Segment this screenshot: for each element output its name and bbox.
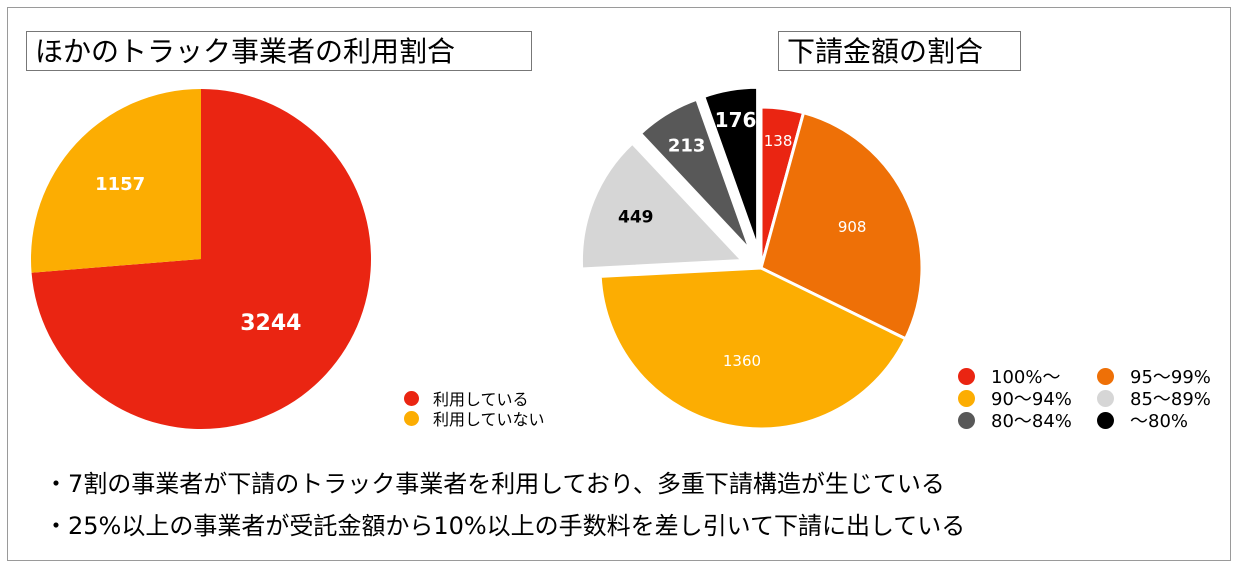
pie-data-label: 449: [618, 208, 654, 228]
pie-slice: [638, 97, 753, 252]
legend-label: 利用していない: [433, 410, 545, 429]
legend-item-85-89: 85〜89%: [1097, 388, 1227, 410]
legend-label: 〜80%: [1130, 411, 1189, 432]
left-legend: 利用している 利用していない: [404, 388, 545, 429]
legend-item-80-84: 80〜84%: [958, 410, 1097, 432]
legend-item-using: 利用している: [404, 388, 545, 409]
legend-swatch: [958, 389, 975, 407]
legend-item-90-94: 90〜94%: [958, 388, 1097, 410]
legend-swatch: [1097, 411, 1114, 429]
legend-swatch: [1097, 367, 1114, 385]
pie-data-label: 176: [715, 108, 757, 132]
pie-slice: [701, 85, 760, 249]
legend-swatch: [958, 411, 975, 429]
legend-item-95-99: 95〜99%: [1097, 366, 1227, 388]
legend-label: 85〜89%: [1130, 389, 1211, 410]
pie-data-label: 1157: [95, 174, 145, 195]
legend-swatch-amber: [404, 410, 419, 426]
legend-label: 80〜84%: [991, 411, 1072, 432]
legend-swatch-red: [404, 390, 419, 406]
left-chart-title: ほかのトラック事業者の利用割合: [26, 31, 532, 71]
pie-data-label: 138: [764, 132, 793, 150]
legend-swatch: [958, 367, 975, 385]
legend-label: 利用している: [433, 390, 529, 409]
pie-slice: [598, 266, 908, 431]
pie-data-label: 213: [668, 135, 706, 156]
legend-swatch: [1097, 389, 1114, 407]
pie-slice: [759, 110, 924, 341]
legend-item-under-80: 〜80%: [1097, 410, 1227, 432]
legend-item-100: 100%〜: [958, 366, 1097, 388]
legend-label: 100%〜: [991, 367, 1061, 388]
legend-label: 90〜94%: [991, 389, 1072, 410]
pie-slice: [31, 89, 372, 430]
summary-bullets: ・7割の事業者が下請のトラック事業者を利用しており、多重下請構造が生じている ・…: [44, 463, 965, 547]
right-legend: 100%〜 95〜99% 90〜94% 85〜89% 80〜84% 〜80%: [958, 366, 1227, 432]
bullet-1: ・7割の事業者が下請のトラック事業者を利用しており、多重下請構造が生じている: [44, 470, 945, 498]
pie-data-label: 908: [838, 218, 867, 236]
legend-item-not-using: 利用していない: [404, 408, 545, 429]
pie-slice: [30, 89, 201, 273]
bullet-2: ・25%以上の事業者が受託金額から10%以上の手数料を差し引いて下請に出している: [44, 512, 966, 540]
pie-slice: [579, 140, 746, 271]
pie-data-label: 3244: [240, 311, 301, 336]
pie-data-label: 1360: [723, 352, 761, 370]
right-chart-title: 下請金額の割合: [778, 31, 1021, 71]
legend-label: 95〜99%: [1130, 367, 1211, 388]
